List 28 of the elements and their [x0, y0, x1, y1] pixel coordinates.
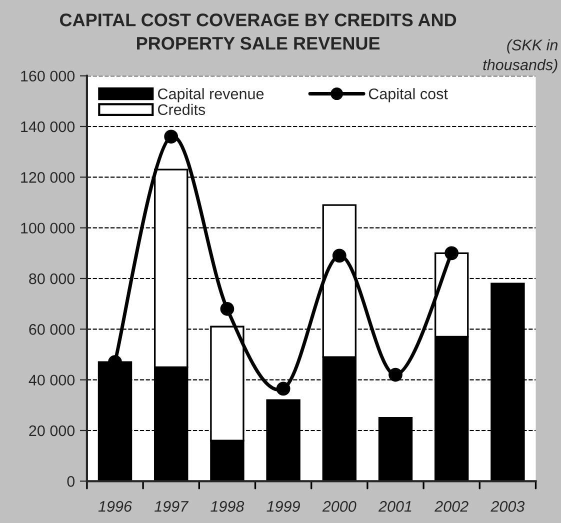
- x-tick-label: 2002: [434, 501, 468, 512]
- point: [388, 368, 402, 382]
- y-tick-label: 40 000: [28, 374, 75, 386]
- point: [332, 248, 346, 263]
- text: (SKK in thousands): [483, 39, 558, 74]
- legend-label: Capital cost: [368, 88, 448, 102]
- y-tick-label: 120 000: [21, 172, 75, 183]
- legend-label: Capital revenue: [158, 88, 264, 102]
- x-tick-label: 2003: [490, 501, 525, 512]
- y-tick-label: 80 000: [29, 273, 75, 284]
- chart-title: CAPITAL COST COVERAGE BY CREDITS AND PROPERTY SALE REVENUE: [60, 14, 456, 50]
- point: [276, 382, 290, 396]
- y-tick-label: 160 000: [21, 70, 75, 82]
- point: [164, 130, 178, 144]
- x-tick-label: 1999: [266, 501, 300, 512]
- point: [220, 302, 234, 316]
- y-tick-label: 100 000: [21, 222, 75, 234]
- x-tick-label: 2001: [378, 501, 412, 512]
- y-tick-label: 20 000: [29, 425, 75, 436]
- x-tick-label: 1997: [154, 501, 189, 512]
- point: [444, 246, 459, 260]
- y-tick-label: 0: [67, 476, 75, 487]
- y-tick-label: 60 000: [29, 324, 75, 335]
- x-tick-label: 1998: [210, 501, 244, 512]
- legend-label: Credits: [158, 104, 206, 116]
- x-tick-label: 2000: [322, 501, 356, 512]
- x-tick-label: 1996: [98, 501, 132, 512]
- y-tick-label: 140 000: [21, 121, 75, 132]
